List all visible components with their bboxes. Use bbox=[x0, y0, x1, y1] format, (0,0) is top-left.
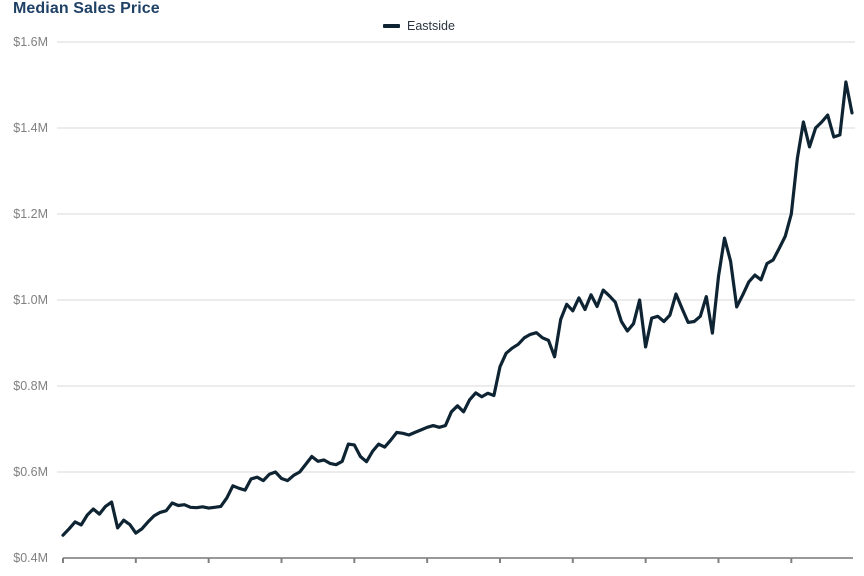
chart-title: Median Sales Price bbox=[13, 0, 160, 17]
y-axis-tick-label: $1.2M bbox=[13, 207, 48, 221]
legend-item-eastside[interactable]: Eastside bbox=[383, 19, 455, 33]
y-axis-tick-label: $1.0M bbox=[13, 293, 48, 307]
legend-label: Eastside bbox=[407, 19, 455, 33]
y-axis-tick-label: $0.4M bbox=[13, 551, 48, 565]
legend-line-swatch-icon bbox=[383, 24, 401, 28]
chart-legend: Eastside bbox=[0, 19, 864, 33]
y-axis-tick-label: $1.6M bbox=[13, 35, 48, 49]
eastside-series-line[interactable] bbox=[61, 80, 854, 537]
y-axis-tick-label: $0.6M bbox=[13, 465, 48, 479]
y-axis-tick-label: $1.4M bbox=[13, 121, 48, 135]
y-axis-tick-label: $0.8M bbox=[13, 379, 48, 393]
